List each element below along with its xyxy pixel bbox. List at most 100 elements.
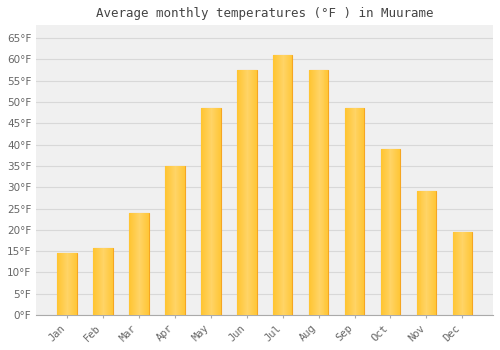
Bar (100, 248, 101, 315)
Bar (318, 70, 320, 315)
Bar (182, 166, 184, 315)
Bar (57, 253, 58, 315)
Bar (108, 248, 110, 315)
Bar (58, 253, 59, 315)
Bar (216, 108, 218, 315)
Bar (131, 213, 132, 315)
Bar (169, 166, 170, 315)
Bar (206, 108, 208, 315)
Bar (132, 213, 133, 315)
Bar (93, 248, 112, 315)
Bar (284, 55, 286, 315)
Bar (350, 108, 352, 315)
Bar (93, 248, 94, 315)
Bar (60, 253, 61, 315)
Bar (286, 55, 288, 315)
Bar (65, 253, 66, 315)
Bar (172, 166, 174, 315)
Bar (452, 232, 454, 315)
Bar (358, 108, 360, 315)
Bar (63, 253, 64, 315)
Bar (254, 70, 256, 315)
Bar (168, 166, 169, 315)
Bar (97, 248, 98, 315)
Bar (422, 191, 424, 315)
Bar (272, 55, 274, 315)
Bar (129, 213, 148, 315)
Bar (72, 253, 73, 315)
Bar (420, 191, 422, 315)
Bar (94, 248, 95, 315)
Bar (320, 70, 322, 315)
Bar (134, 213, 135, 315)
Bar (107, 248, 108, 315)
Bar (102, 248, 103, 315)
Bar (240, 70, 242, 315)
Bar (178, 166, 180, 315)
Bar (133, 213, 134, 315)
Bar (204, 108, 206, 315)
Bar (104, 248, 105, 315)
Bar (456, 232, 458, 315)
Bar (69, 253, 70, 315)
Bar (316, 70, 318, 315)
Bar (464, 232, 466, 315)
Bar (452, 232, 472, 315)
Bar (236, 70, 256, 315)
Bar (346, 108, 348, 315)
Bar (218, 108, 220, 315)
Bar (208, 108, 210, 315)
Bar (59, 253, 60, 315)
Bar (171, 166, 172, 315)
Bar (136, 213, 137, 315)
Bar (324, 70, 326, 315)
Bar (61, 253, 62, 315)
Bar (362, 108, 364, 315)
Bar (67, 253, 68, 315)
Title: Average monthly temperatures (°F ) in Muurame: Average monthly temperatures (°F ) in Mu… (96, 7, 434, 20)
Bar (71, 253, 72, 315)
Bar (142, 213, 144, 315)
Bar (250, 70, 252, 315)
Bar (242, 70, 244, 315)
Bar (238, 70, 240, 315)
Bar (73, 253, 74, 315)
Bar (106, 248, 107, 315)
Bar (62, 253, 63, 315)
Bar (129, 213, 130, 315)
Bar (430, 191, 432, 315)
Bar (424, 191, 426, 315)
Bar (236, 70, 238, 315)
Bar (386, 149, 388, 315)
Bar (382, 149, 384, 315)
Bar (272, 55, 292, 315)
Bar (322, 70, 324, 315)
Bar (468, 232, 469, 315)
Bar (201, 108, 202, 315)
Bar (278, 55, 280, 315)
Bar (68, 253, 69, 315)
Bar (165, 166, 166, 315)
Bar (384, 149, 386, 315)
Bar (462, 232, 464, 315)
Bar (139, 213, 140, 315)
Bar (244, 70, 246, 315)
Bar (396, 149, 398, 315)
Bar (95, 248, 96, 315)
Bar (348, 108, 350, 315)
Bar (466, 232, 468, 315)
Bar (57, 253, 76, 315)
Bar (99, 248, 100, 315)
Bar (428, 191, 430, 315)
Bar (180, 166, 182, 315)
Bar (166, 166, 167, 315)
Bar (308, 70, 310, 315)
Bar (360, 108, 362, 315)
Bar (212, 108, 214, 315)
Bar (344, 108, 346, 315)
Bar (248, 70, 250, 315)
Bar (146, 213, 148, 315)
Bar (354, 108, 356, 315)
Bar (140, 213, 141, 315)
Bar (308, 70, 328, 315)
